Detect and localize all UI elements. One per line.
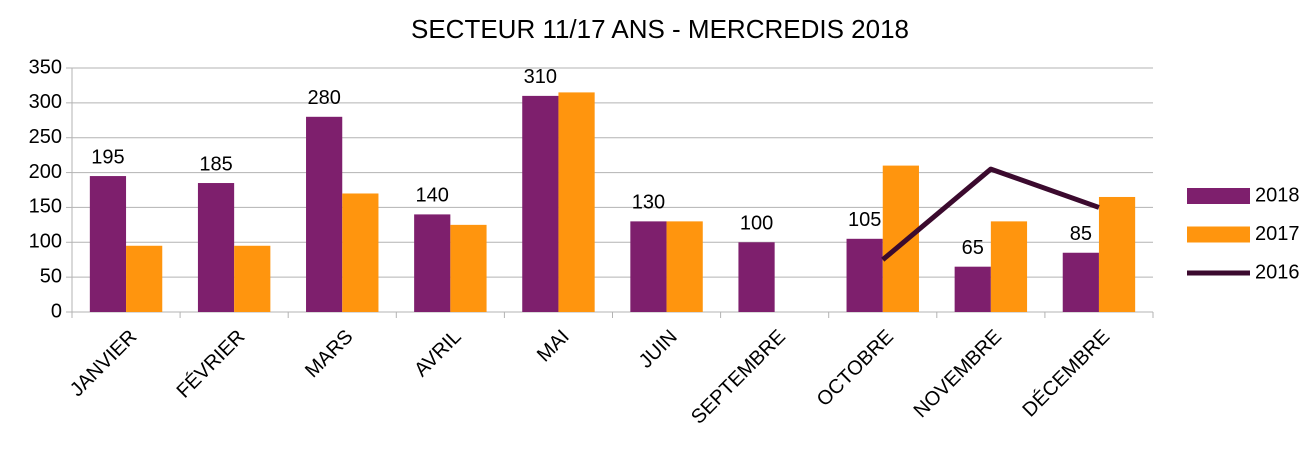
data-label: 185: [199, 153, 232, 175]
legend-label: 2017: [1255, 223, 1300, 245]
bar: [89, 176, 127, 312]
data-label: 195: [91, 146, 124, 168]
x-tick-label: MAI: [533, 326, 574, 367]
bar: [738, 242, 775, 312]
bar: [306, 116, 343, 312]
legend-swatch: [1187, 188, 1250, 204]
legend-swatch: [1187, 226, 1250, 243]
x-tick-label: SEPTEMBRE: [687, 326, 790, 429]
line: [881, 166, 1100, 262]
bar: [126, 245, 163, 312]
y-tick-label: 350: [29, 56, 62, 78]
bar: [197, 183, 235, 312]
data-label: 85: [1070, 223, 1092, 245]
chart-title: SECTEUR 11/17 ANS - MERCREDIS 2018: [411, 14, 909, 44]
y-tick-label: 50: [40, 265, 62, 287]
bar: [414, 214, 451, 312]
y-tick-label: 150: [29, 196, 62, 218]
bar: [882, 165, 919, 312]
bar: [846, 238, 883, 312]
x-tick-label: JUIN: [635, 326, 682, 373]
legend-label: 2018: [1255, 184, 1300, 206]
y-tick-label: 250: [29, 126, 62, 148]
bar: [342, 193, 379, 312]
y-tick-label: 300: [29, 91, 62, 113]
data-label: 140: [416, 185, 449, 207]
data-label: 65: [962, 237, 984, 259]
y-tick-label: 200: [29, 161, 62, 183]
x-tick-label: AVRIL: [410, 326, 465, 381]
x-tick-label: JANVIER: [66, 326, 141, 401]
bar: [522, 95, 559, 312]
x-tick-label: MARS: [301, 326, 357, 382]
bar: [630, 221, 667, 312]
y-tick-label: 100: [29, 231, 62, 253]
bar: [450, 224, 487, 312]
x-tick-label: DÉCEMBRE: [1018, 325, 1114, 421]
bar: [558, 92, 595, 313]
bar: [1062, 252, 1099, 312]
bar: [666, 221, 703, 312]
y-tick-label: 0: [51, 300, 62, 322]
bar: [234, 245, 271, 312]
x-tick-label: NOVEMBRE: [910, 326, 1006, 422]
bar: [990, 221, 1028, 312]
data-label: 105: [848, 209, 881, 231]
data-label: 100: [740, 213, 773, 235]
data-label: 130: [632, 192, 665, 214]
legend-label: 2016: [1255, 261, 1300, 283]
x-tick-label: FÉVRIER: [172, 325, 250, 403]
bar: [954, 266, 991, 312]
data-label: 310: [524, 66, 557, 88]
data-label: 280: [307, 87, 340, 109]
x-tick-label: OCTOBRE: [813, 326, 898, 411]
bar: [1098, 196, 1136, 312]
